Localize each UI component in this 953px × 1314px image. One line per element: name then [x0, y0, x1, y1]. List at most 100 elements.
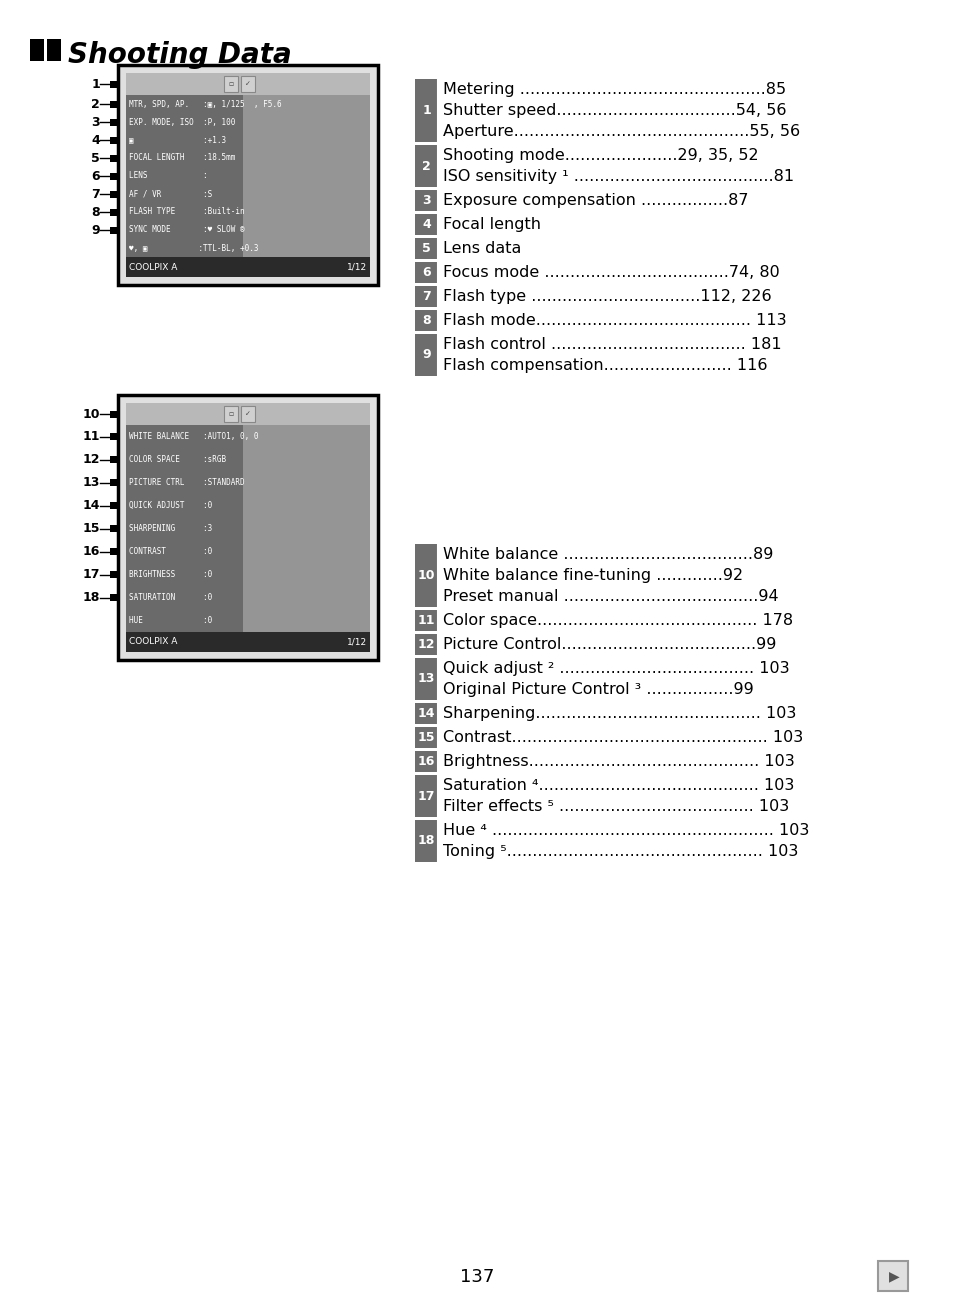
Bar	[110, 226, 117, 234]
Text: Quick adjust ² ...................................... 103: Quick adjust ² .........................…	[442, 661, 789, 675]
Bar	[110, 209, 117, 215]
Bar	[415, 238, 437, 259]
Text: White balance fine-tuning .............92: White balance fine-tuning .............9…	[442, 568, 742, 583]
Text: Lens data: Lens data	[442, 240, 521, 256]
Text: 14: 14	[82, 499, 100, 512]
Text: Contrast.................................................. 103: Contrast................................…	[442, 731, 802, 745]
Text: 10: 10	[417, 569, 435, 582]
Text: 1/12: 1/12	[347, 637, 367, 646]
Bar	[415, 261, 437, 283]
Text: 11: 11	[417, 614, 435, 627]
Text: 2: 2	[91, 97, 100, 110]
Text: 13: 13	[83, 476, 100, 489]
Bar	[415, 752, 437, 773]
Text: Color space........................................... 178: Color space.............................…	[442, 614, 792, 628]
Bar	[415, 310, 437, 331]
Text: SHARPENING      :3: SHARPENING :3	[129, 524, 212, 533]
Text: 4: 4	[421, 218, 431, 231]
Text: Preset manual ......................................94: Preset manual ..........................…	[442, 589, 778, 604]
Text: 13: 13	[417, 673, 435, 686]
Text: Exposure compensation .................87: Exposure compensation .................8…	[442, 193, 748, 208]
Text: 17: 17	[82, 568, 100, 581]
Bar	[110, 594, 117, 600]
Text: COLOR SPACE     :sRGB: COLOR SPACE :sRGB	[129, 455, 226, 464]
Text: 2: 2	[421, 159, 431, 172]
Bar	[110, 137, 117, 143]
Bar	[126, 95, 370, 258]
Bar	[110, 172, 117, 180]
Bar	[118, 64, 377, 285]
Text: 1/12: 1/12	[347, 263, 367, 272]
Text: Shutter speed...................................54, 56: Shutter speed...........................…	[442, 102, 785, 118]
Bar	[240, 406, 254, 422]
Text: 11: 11	[82, 430, 100, 443]
Bar	[243, 424, 370, 632]
Text: BRIGHTNESS      :0: BRIGHTNESS :0	[129, 570, 212, 579]
Text: 1: 1	[421, 104, 431, 117]
Text: SATURATION      :0: SATURATION :0	[129, 593, 212, 602]
Bar	[415, 610, 437, 631]
Bar	[126, 632, 370, 652]
FancyBboxPatch shape	[877, 1261, 907, 1290]
Bar	[223, 406, 237, 422]
Text: 6: 6	[91, 170, 100, 183]
Text: CONTRAST        :0: CONTRAST :0	[129, 547, 212, 556]
Text: Flash mode.......................................... 113: Flash mode..............................…	[442, 313, 786, 328]
Text: 18: 18	[417, 834, 435, 848]
Text: HUE             :0: HUE :0	[129, 616, 212, 625]
Bar	[47, 39, 61, 60]
Bar	[110, 526, 117, 532]
Text: ✓: ✓	[244, 411, 251, 417]
Text: Flash type .................................112, 226: Flash type .............................…	[442, 289, 771, 304]
Text: Hue ⁴ ....................................................... 103: Hue ⁴ ..................................…	[442, 823, 808, 838]
Text: ♥, ▣           :TTL-BL, +0.3: ♥, ▣ :TTL-BL, +0.3	[129, 243, 258, 252]
Text: COOLPIX A: COOLPIX A	[129, 637, 177, 646]
Text: QUICK ADJUST    :0: QUICK ADJUST :0	[129, 501, 212, 510]
Text: 5: 5	[421, 242, 431, 255]
Text: ▶: ▶	[888, 1269, 899, 1282]
Text: FLASH TYPE      :Built-in: FLASH TYPE :Built-in	[129, 208, 244, 217]
Bar	[415, 727, 437, 748]
Text: MTR, SPD, AP.   :▣, 1/125  , F5.6: MTR, SPD, AP. :▣, 1/125 , F5.6	[129, 100, 281, 109]
Text: LENS            :: LENS :	[129, 172, 208, 180]
Bar	[110, 572, 117, 578]
Text: 12: 12	[417, 639, 435, 650]
Text: FOCAL LENGTH    :18.5mm: FOCAL LENGTH :18.5mm	[129, 154, 235, 163]
Bar	[415, 775, 437, 817]
Text: 16: 16	[417, 756, 435, 767]
Text: EXP. MODE, ISO  :P, 100: EXP. MODE, ISO :P, 100	[129, 117, 235, 126]
Text: 9: 9	[422, 348, 431, 361]
Text: PICTURE CTRL    :STANDARD: PICTURE CTRL :STANDARD	[129, 478, 244, 487]
Bar	[110, 118, 117, 126]
Text: Picture Control......................................99: Picture Control.........................…	[442, 637, 776, 652]
Bar	[110, 480, 117, 486]
Bar	[415, 191, 437, 212]
Text: 7: 7	[421, 290, 431, 304]
Bar	[110, 456, 117, 463]
Text: 12: 12	[82, 453, 100, 466]
Text: Shooting mode......................29, 35, 52: Shooting mode......................29, 3…	[442, 148, 758, 163]
Text: 10: 10	[82, 407, 100, 420]
Text: 17: 17	[417, 790, 435, 803]
Text: Saturation ⁴........................................... 103: Saturation ⁴............................…	[442, 778, 794, 794]
Bar	[110, 80, 117, 88]
Bar	[415, 214, 437, 235]
Text: 6: 6	[422, 265, 431, 279]
Text: 8: 8	[91, 205, 100, 218]
Bar	[110, 191, 117, 197]
Bar	[243, 95, 370, 258]
Text: WHITE BALANCE   :AUTO1, 0, 0: WHITE BALANCE :AUTO1, 0, 0	[129, 432, 258, 442]
Text: AF / VR         :S: AF / VR :S	[129, 189, 212, 198]
Text: Toning ⁵.................................................. 103: Toning ⁵................................…	[442, 844, 798, 859]
Bar	[415, 544, 437, 607]
Bar	[415, 334, 437, 376]
Text: 15: 15	[417, 731, 435, 744]
Text: ISO sensitivity ¹ .......................................81: ISO sensitivity ¹ ......................…	[442, 170, 793, 184]
Bar	[126, 424, 370, 632]
Bar	[126, 95, 243, 258]
Text: Flash compensation......................... 116: Flash compensation......................…	[442, 357, 767, 373]
Bar	[126, 74, 370, 95]
Text: Flash control ...................................... 181: Flash control ..........................…	[442, 336, 781, 352]
Bar	[415, 286, 437, 307]
Bar	[415, 79, 437, 142]
